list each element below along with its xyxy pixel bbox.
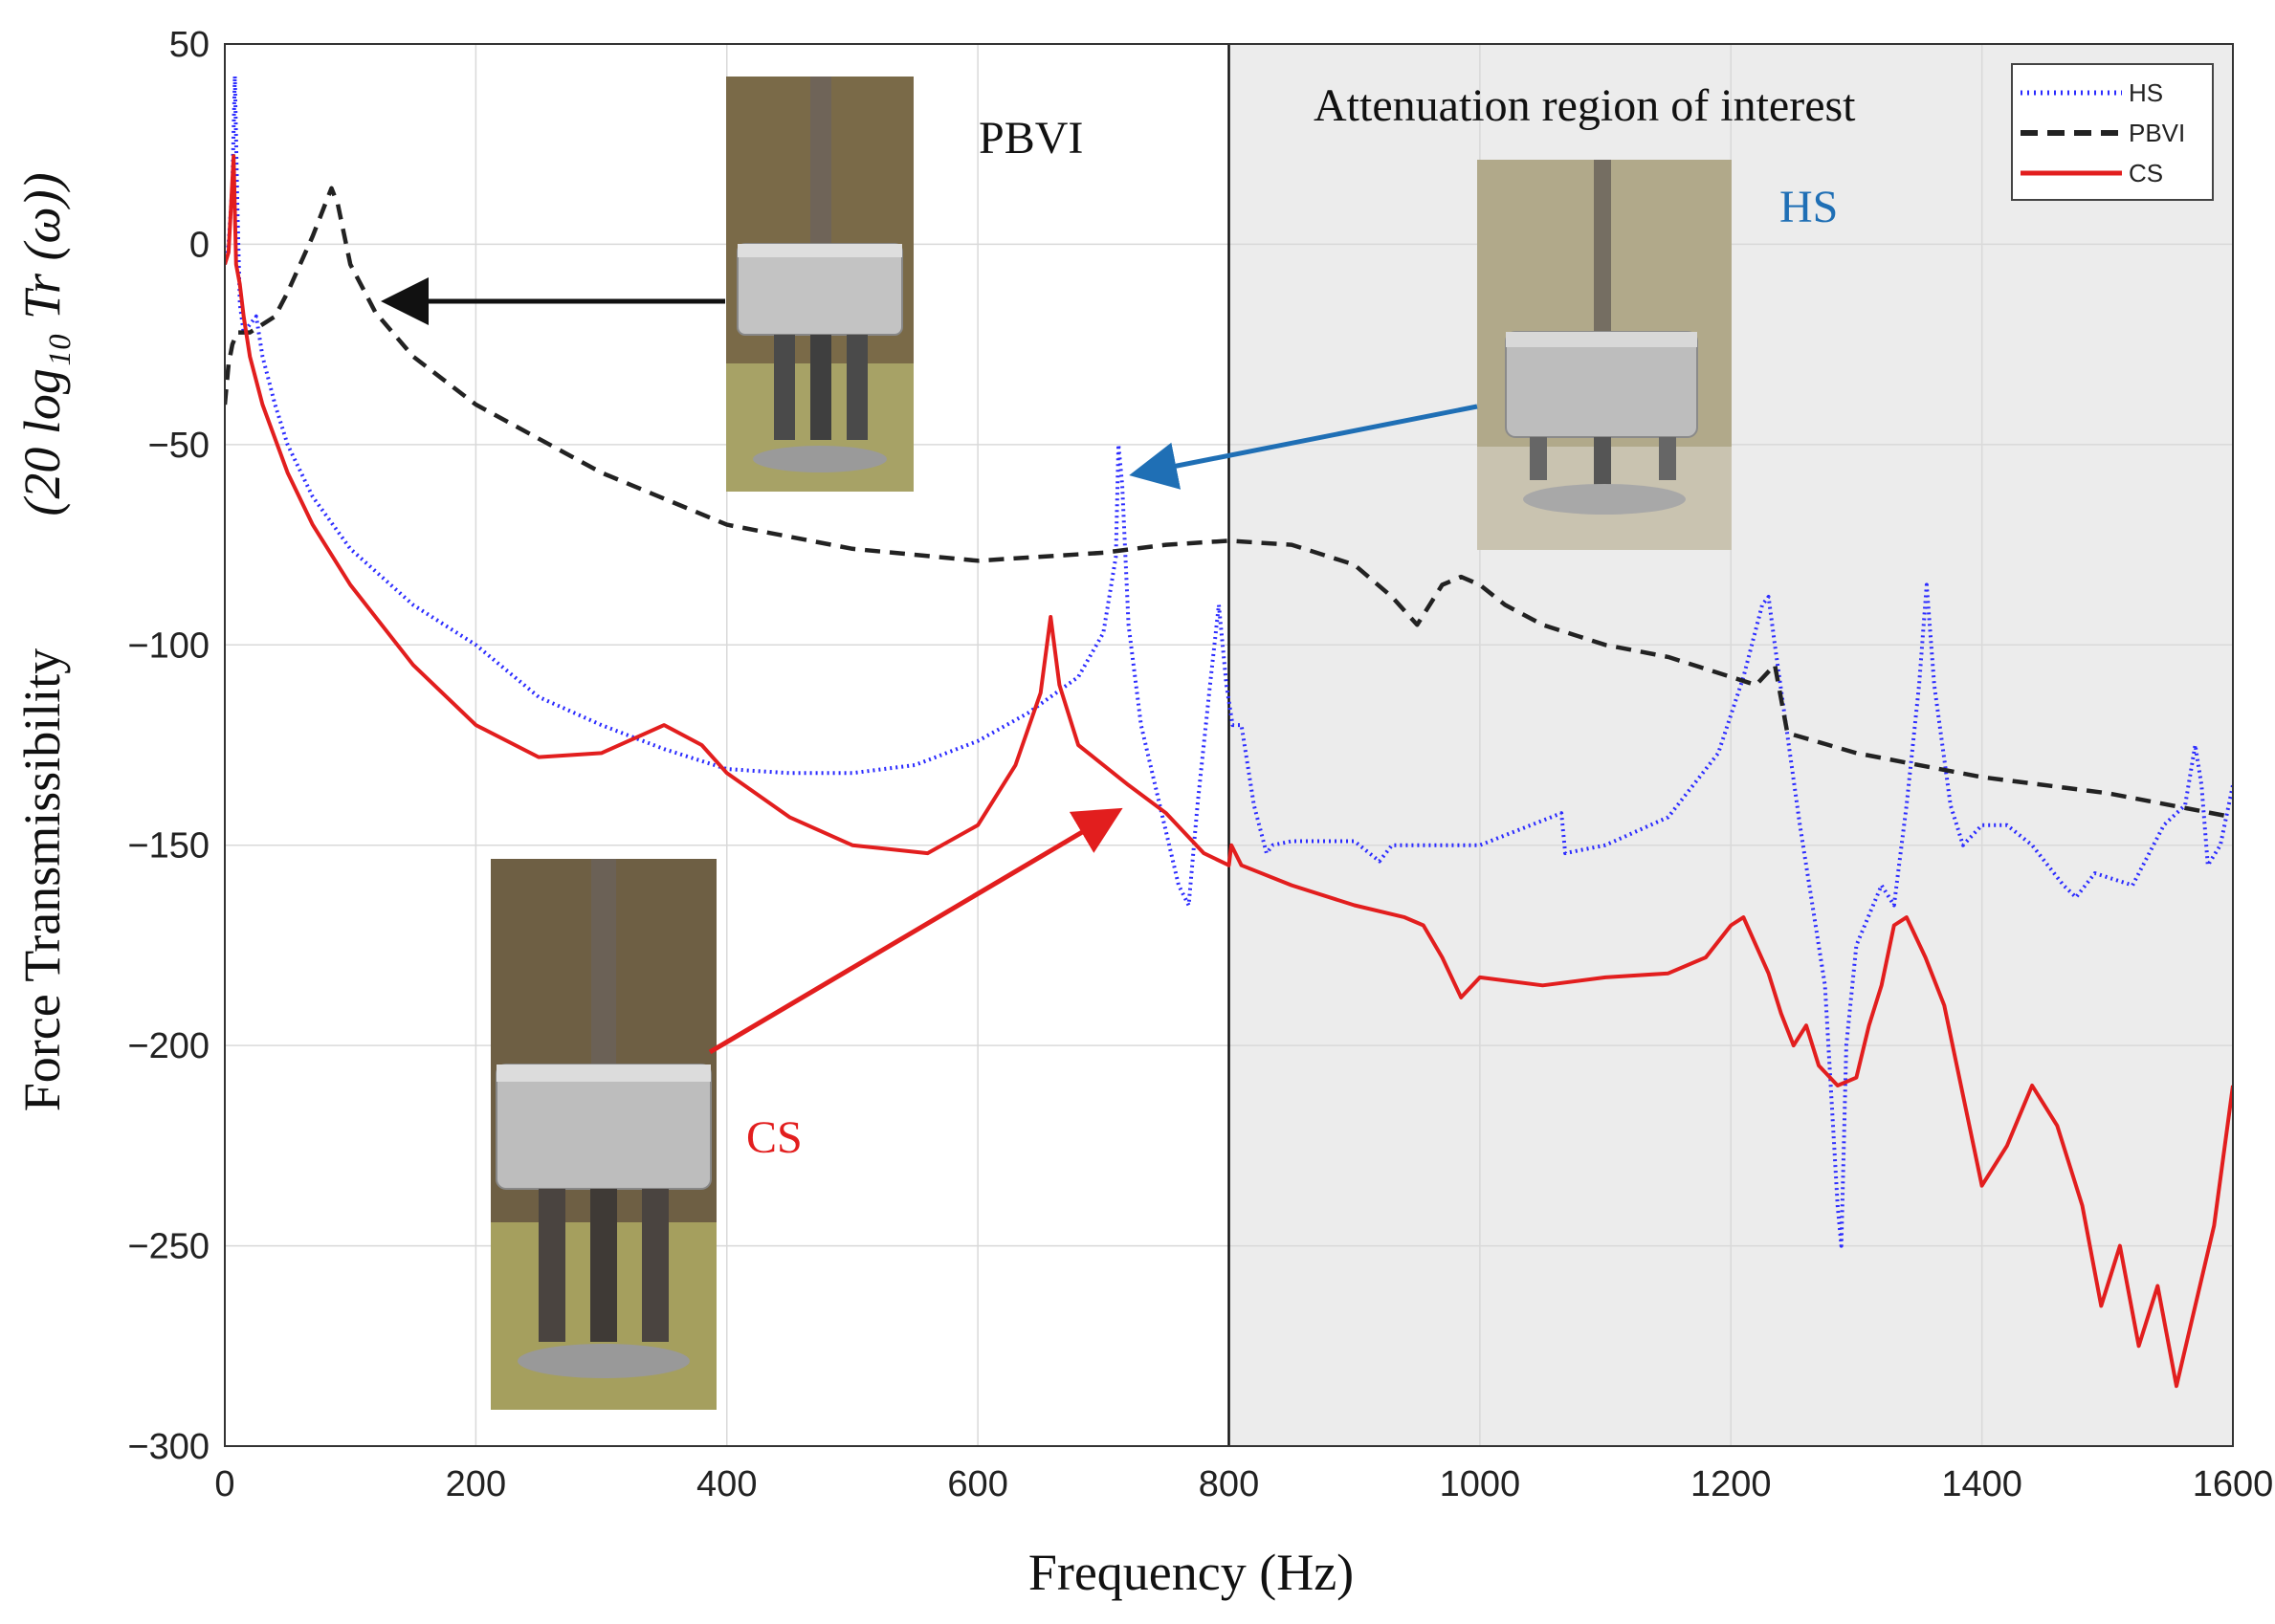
x-tick-label: 400 xyxy=(696,1464,757,1504)
cs-annotation: CS xyxy=(746,1112,803,1163)
cs-arrow xyxy=(708,807,1123,1055)
y-axis-title-math: (20 log₁₀ Tr (ω)) xyxy=(13,172,71,516)
pbvi-photo-inset xyxy=(726,77,914,492)
legend-label-cs: CS xyxy=(2129,159,2163,187)
series-line-cs xyxy=(225,154,2233,1389)
series-group xyxy=(225,74,2233,1389)
y-axis-title-group: Force Transmissibility (20 log₁₀ Tr (ω)) xyxy=(13,172,71,1111)
hs-photo-inset xyxy=(1477,160,1732,550)
y-tick-label: 0 xyxy=(189,225,210,265)
y-tick-label: 50 xyxy=(169,25,210,65)
y-axis-title: Force Transmissibility xyxy=(13,648,71,1112)
plot-frame xyxy=(224,43,2234,1447)
attenuation-region-annotation: Attenuation region of interest xyxy=(1314,80,1856,131)
x-axis-title: Frequency (Hz) xyxy=(1028,1544,1354,1601)
x-tick-label: 1200 xyxy=(1690,1464,1772,1504)
y-tick-label: −250 xyxy=(127,1227,210,1267)
x-tick-label: 1400 xyxy=(1941,1464,2022,1504)
x-tick-label: 200 xyxy=(446,1464,506,1504)
x-tick-label: 800 xyxy=(1199,1464,1259,1504)
y-tick-label: −300 xyxy=(127,1427,210,1467)
legend-label-hs: HS xyxy=(2129,78,2163,107)
y-tick-label: −100 xyxy=(127,625,210,666)
y-tick-label: −50 xyxy=(148,426,210,466)
series-line-pbvi xyxy=(225,186,2233,820)
tick-labels: 0 200 400 600 800 1000 1200 1400 1600 50 0 −50 −100 −… xyxy=(127,25,2273,1504)
x-tick-label: 600 xyxy=(947,1464,1007,1504)
y-tick-label: −150 xyxy=(127,826,210,867)
series-line-hs xyxy=(225,74,2233,1248)
legend-label-pbvi: PBVI xyxy=(2129,119,2185,147)
hs-annotation: HS xyxy=(1779,182,1838,232)
legend: HS PBVI CS xyxy=(2011,63,2214,201)
x-tick-label: 1600 xyxy=(2193,1464,2274,1504)
cs-photo-inset xyxy=(491,859,717,1410)
x-tick-label: 0 xyxy=(214,1464,234,1504)
pbvi-annotation: PBVI xyxy=(979,113,1083,164)
y-tick-label: −200 xyxy=(127,1026,210,1066)
hs-arrow xyxy=(1129,404,1478,490)
x-tick-label: 1000 xyxy=(1440,1464,1521,1504)
